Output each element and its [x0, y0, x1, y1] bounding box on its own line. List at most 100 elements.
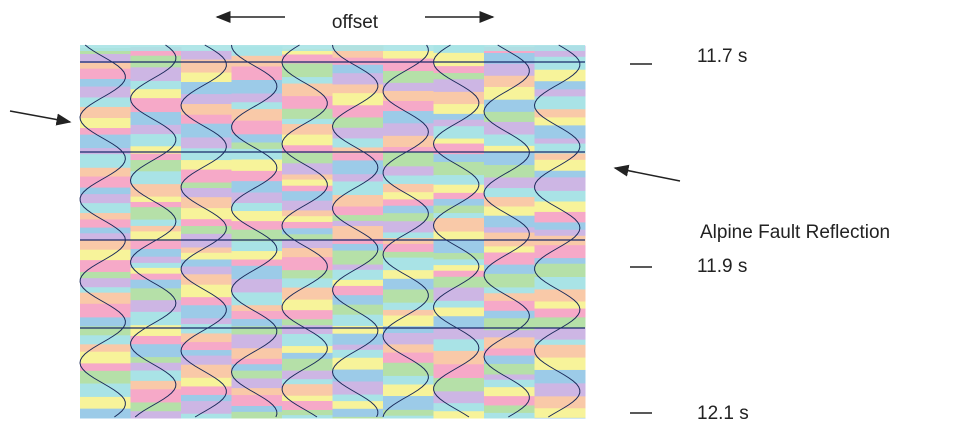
amplitude-cell: [332, 357, 384, 371]
amplitude-cell: [80, 62, 131, 70]
amplitude-cell: [534, 396, 586, 409]
amplitude-cell: [534, 339, 586, 346]
amplitude-cell: [231, 109, 283, 122]
amplitude-cell: [383, 147, 434, 153]
amplitude-cell: [181, 305, 232, 319]
amplitude-cell: [181, 197, 232, 209]
amplitude-cell: [383, 238, 434, 245]
amplitude-cell: [433, 138, 485, 145]
trace: [79, 44, 126, 418]
amplitude-cell: [282, 287, 333, 301]
amplitude-cell: [181, 187, 232, 198]
amplitude-cell: [282, 370, 333, 380]
amplitude-cell: [80, 326, 131, 336]
amplitude-cell: [282, 221, 333, 229]
amplitude-cell: [484, 145, 535, 153]
amplitude-cell: [484, 99, 535, 113]
amplitude-cell: [433, 339, 485, 352]
amplitude-cell: [80, 47, 131, 55]
amplitude-cell: [130, 184, 182, 198]
amplitude-cell: [80, 117, 131, 129]
amplitude-cell: [282, 96, 333, 110]
amplitude-cell: [282, 319, 333, 326]
amplitude-cell: [231, 102, 283, 110]
amplitude-cell: [130, 411, 182, 419]
amplitude-cell: [484, 151, 535, 166]
trace: [382, 44, 429, 418]
amplitude-cell: [231, 46, 283, 57]
amplitude-cell: [181, 413, 232, 419]
amplitude-cell: [282, 77, 333, 85]
amplitude-cell: [534, 138, 586, 145]
amplitude-cell: [332, 394, 384, 402]
amplitude-cell: [130, 248, 182, 258]
amplitude-cell: [383, 257, 434, 271]
amplitude-cell: [282, 216, 333, 223]
amplitude-cell: [534, 245, 586, 259]
amplitude-cell: [332, 206, 384, 216]
amplitude-cell: [484, 227, 535, 234]
amplitude-cell: [332, 250, 384, 266]
amplitude-cell: [231, 80, 283, 95]
amplitude-cell: [433, 307, 485, 317]
amplitude-cell: [80, 317, 131, 327]
amplitude-cell: [231, 358, 283, 365]
amplitude-cell: [282, 108, 333, 120]
amplitude-cell: [181, 247, 232, 254]
amplitude-cell: [484, 53, 535, 65]
amplitude-cell: [282, 200, 333, 211]
amplitude-cell: [534, 263, 586, 278]
amplitude-cell: [282, 240, 333, 249]
amplitude-cell: [80, 383, 131, 398]
amplitude-cell: [282, 270, 333, 279]
amplitude-cell: [332, 73, 384, 85]
amplitude-cell: [231, 305, 283, 312]
amplitude-cell: [181, 94, 232, 105]
trace: [331, 44, 379, 418]
amplitude-cell: [130, 134, 182, 147]
amplitude-cell: [433, 287, 485, 302]
amplitude-cell: [181, 114, 232, 125]
amplitude-cell: [383, 213, 434, 222]
amplitude-cell: [181, 297, 232, 306]
amplitude-cell: [231, 406, 283, 413]
amplitude-cell: [130, 196, 182, 203]
amplitude-cell: [383, 50, 434, 60]
amplitude-cell: [332, 304, 384, 316]
amplitude-cell: [282, 278, 333, 289]
amplitude-cell: [332, 279, 384, 287]
amplitude-cell: [383, 384, 434, 397]
amplitude-cell: [181, 350, 232, 357]
amplitude-cell: [534, 258, 586, 265]
amplitude-cell: [332, 138, 384, 148]
amplitude-cell: [231, 251, 283, 261]
trace: [533, 44, 581, 418]
amplitude-cell: [534, 143, 586, 154]
amplitude-cell: [282, 124, 333, 136]
amplitude-cell: [484, 197, 535, 207]
amplitude-cell: [130, 112, 182, 126]
amplitude-cell: [484, 348, 535, 357]
amplitude-cell: [534, 327, 586, 341]
amplitude-cell: [80, 396, 131, 410]
amplitude-cell: [332, 325, 384, 335]
amplitude-cell: [231, 292, 283, 306]
amplitude-cell: [332, 84, 384, 94]
amplitude-cell: [231, 326, 283, 335]
amplitude-cell: [282, 145, 333, 154]
amplitude-cell: [231, 378, 283, 389]
amplitude-cell: [231, 370, 283, 379]
amplitude-cell: [80, 213, 131, 220]
trace: [129, 44, 177, 418]
amplitude-cell: [80, 128, 131, 136]
trace: [180, 44, 227, 418]
amplitude-cell: [80, 287, 131, 294]
amplitude-cell: [181, 333, 232, 343]
amplitude-cell: [80, 167, 131, 178]
amplitude-cell: [130, 207, 182, 221]
amplitude-cell: [383, 415, 434, 419]
amplitude-cell: [130, 380, 182, 390]
amplitude-cell: [332, 344, 384, 351]
amplitude-cell: [332, 195, 384, 208]
amplitude-cell: [282, 384, 333, 397]
